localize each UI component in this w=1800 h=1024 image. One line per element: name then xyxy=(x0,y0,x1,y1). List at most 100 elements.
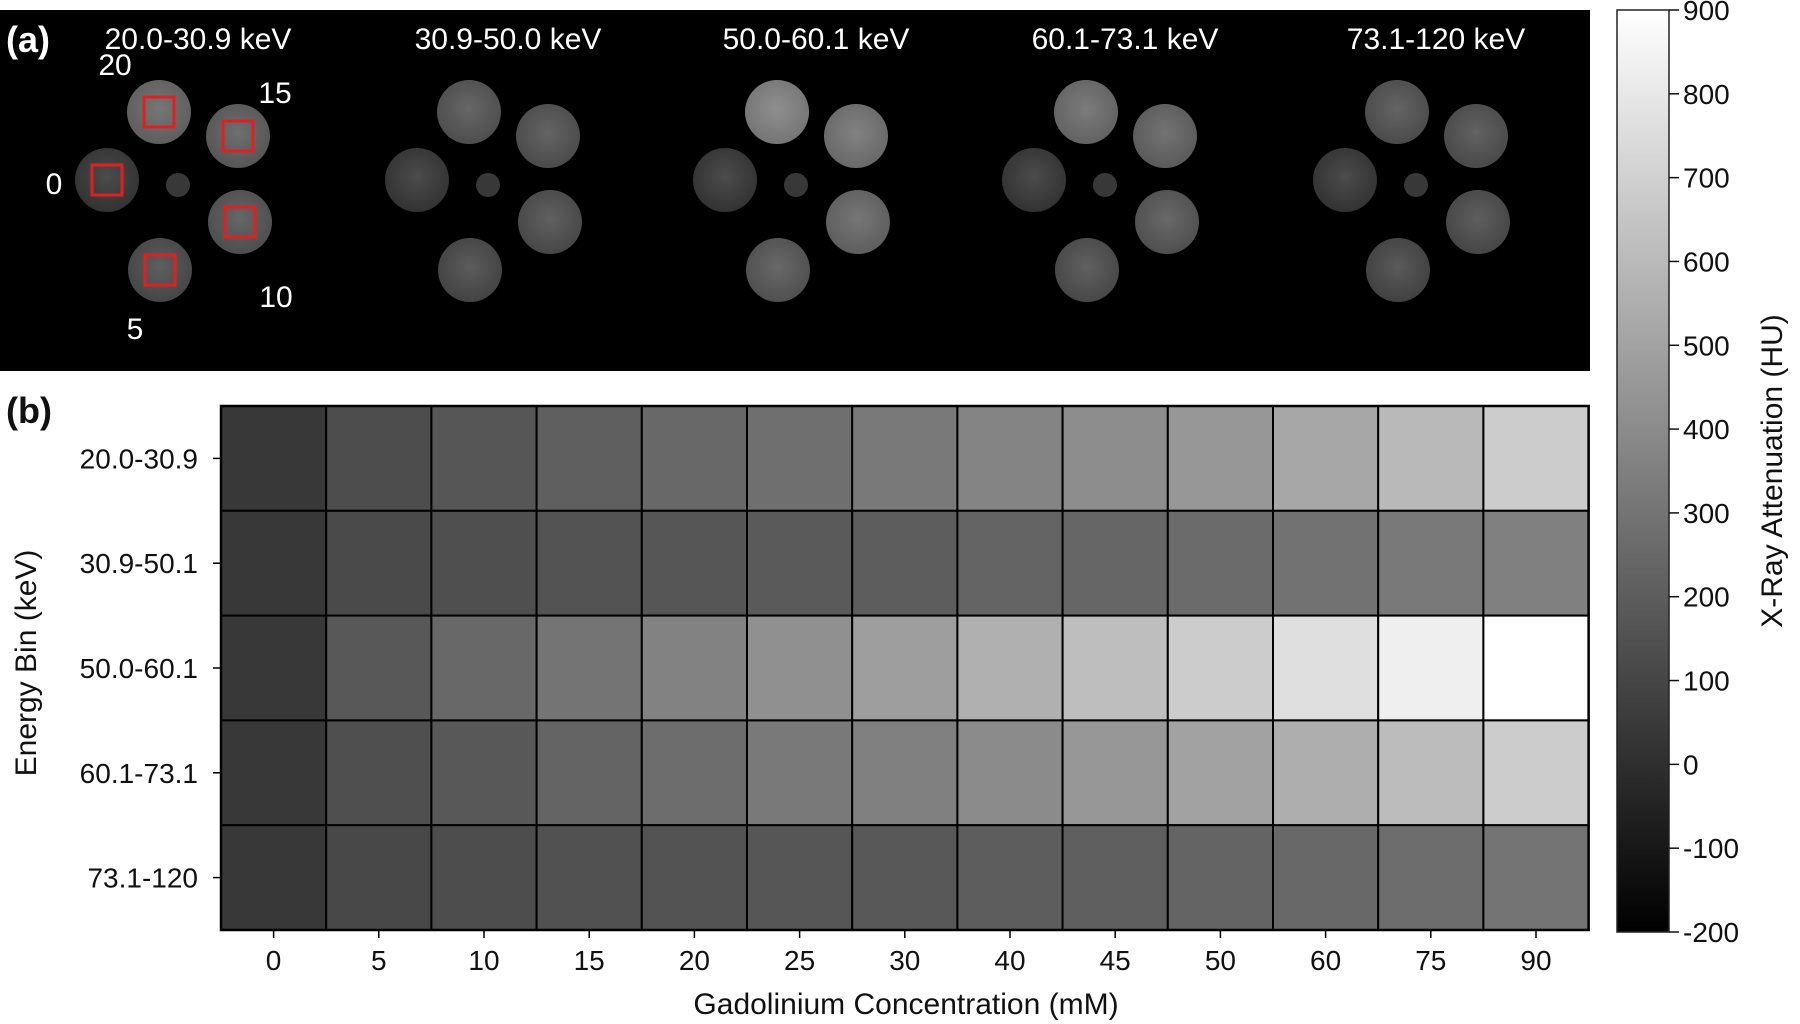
colorbar-tick-label: 300 xyxy=(1683,498,1730,529)
x-tick-label: 15 xyxy=(574,945,605,976)
vial-shading xyxy=(1055,238,1119,302)
heatmap-cell xyxy=(1482,614,1590,722)
heatmap-cell xyxy=(1061,719,1169,827)
heatmap-cell xyxy=(1166,614,1275,722)
x-tick-label: 0 xyxy=(266,945,282,976)
heatmap-cell xyxy=(1377,509,1485,617)
colorbar-tick-label: 100 xyxy=(1683,666,1730,697)
x-tick-label: 75 xyxy=(1415,945,1446,976)
vial-shading xyxy=(438,238,502,302)
heatmap-cell xyxy=(746,614,854,722)
heatmap-cell xyxy=(1482,719,1590,827)
y-tick-label: 60.1-73.1 xyxy=(80,758,198,789)
vial-shading xyxy=(208,190,272,254)
heatmap xyxy=(219,404,1590,932)
vial-label: 10 xyxy=(259,281,292,314)
panel-a-title: 73.1-120 keV xyxy=(1347,23,1525,56)
roi-box xyxy=(143,253,177,287)
heatmap-cell xyxy=(746,405,854,512)
vial-shading xyxy=(1133,104,1197,168)
y-axis-label: Energy Bin (keV) xyxy=(10,550,43,777)
heatmap-cell xyxy=(535,824,643,932)
vial-shading xyxy=(693,148,757,212)
heatmap-cell xyxy=(851,719,959,827)
x-tick-label: 5 xyxy=(371,945,387,976)
heatmap-cell xyxy=(220,509,328,617)
colorbar-tick-label: -200 xyxy=(1683,917,1739,948)
panel-a-title: 50.0-60.1 keV xyxy=(723,23,910,56)
x-tick-label: 30 xyxy=(889,945,920,976)
heatmap-cell xyxy=(640,824,748,932)
heatmap-cell xyxy=(956,614,1064,722)
heatmap-cell xyxy=(430,614,538,722)
panel-a-title: 20.0-30.9 keV xyxy=(105,23,292,56)
roi-box xyxy=(223,205,257,239)
heatmap-cell xyxy=(325,509,433,617)
heatmap-cell xyxy=(535,509,643,617)
heatmap-cell xyxy=(535,405,643,512)
panel-a-title: 60.1-73.1 keV xyxy=(1032,23,1219,56)
heatmap-cell xyxy=(1061,824,1169,932)
roi-box xyxy=(142,95,176,129)
heatmap-cell xyxy=(430,405,538,512)
heatmap-cell xyxy=(1061,405,1169,512)
heatmap-cell xyxy=(1377,719,1485,827)
heatmap-cell xyxy=(1377,614,1485,722)
vial-shading xyxy=(826,190,890,254)
vial-shading xyxy=(1054,80,1118,144)
colorbar-tick-label: 0 xyxy=(1683,749,1699,780)
vial-shading xyxy=(128,238,192,302)
vial-shading xyxy=(746,238,810,302)
vial-label: 20 xyxy=(98,49,131,82)
panel-a: (a) 20.0-30.9 keV 30.9-50.0 keV 50.0-60.1 … xyxy=(0,10,1590,371)
colorbar-tick-label: 700 xyxy=(1683,163,1730,194)
x-axis-label: Gadolinium Concentration (mM) xyxy=(693,988,1118,1021)
heatmap-cell xyxy=(640,405,748,512)
heatmap-cell xyxy=(325,719,433,827)
heatmap-cell xyxy=(851,509,959,617)
heatmap-cell xyxy=(956,824,1064,932)
vial-shading xyxy=(1002,148,1066,212)
heatmap-cell xyxy=(1272,824,1380,932)
heatmap-cell xyxy=(220,824,328,932)
heatmap-cell xyxy=(220,405,328,512)
vial-shading xyxy=(518,190,582,254)
y-tick-label: 73.1-120 xyxy=(87,863,198,894)
vial-shading xyxy=(745,80,809,144)
heatmap-cell xyxy=(430,824,538,932)
vial-shading xyxy=(385,148,449,212)
heatmap-cell xyxy=(220,719,328,827)
heatmap-cell xyxy=(1061,614,1169,722)
heatmap-cell xyxy=(851,405,959,512)
heatmap-cell xyxy=(956,405,1064,512)
x-tick-label: 60 xyxy=(1310,945,1341,976)
vial-shading xyxy=(516,104,580,168)
heatmap-cell xyxy=(1166,509,1275,617)
x-tick-label: 40 xyxy=(994,945,1025,976)
vial-shading xyxy=(437,80,501,144)
heatmap-cell xyxy=(746,824,854,932)
vial-shading xyxy=(75,148,139,212)
center-vial xyxy=(476,173,500,197)
vial-shading xyxy=(1444,104,1508,168)
heatmap-cell xyxy=(851,824,959,932)
heatmap-cell xyxy=(1166,405,1275,512)
panel-a-label: (a) xyxy=(6,19,50,60)
center-vial xyxy=(784,173,808,197)
heatmap-cell xyxy=(1272,509,1380,617)
y-tick-label: 50.0-60.1 xyxy=(80,653,198,684)
heatmap-cell xyxy=(325,614,433,722)
colorbar-tick-label: 600 xyxy=(1683,246,1730,277)
colorbar: 900 800 700 600 500 400 300 200 100 0 -100 -200 X-R… xyxy=(1616,0,1789,948)
vial-shading xyxy=(206,104,270,168)
heatmap-cell xyxy=(1272,719,1380,827)
heatmap-cell xyxy=(640,509,748,617)
x-tick-label: 20 xyxy=(679,945,710,976)
panel-b-label: (b) xyxy=(6,390,52,431)
x-tick-label: 25 xyxy=(784,945,815,976)
center-vial xyxy=(1404,173,1428,197)
heatmap-cell xyxy=(956,719,1064,827)
heatmap-cell xyxy=(535,719,643,827)
vial-label: 0 xyxy=(46,168,63,201)
colorbar-tick-label: 400 xyxy=(1683,414,1730,445)
